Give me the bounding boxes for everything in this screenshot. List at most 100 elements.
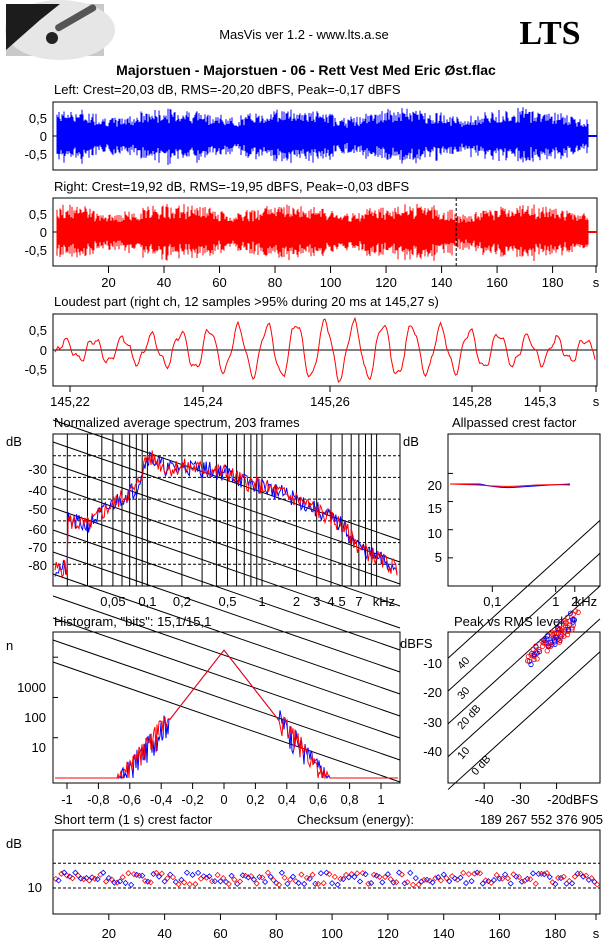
right-xtick-label: 100 (320, 275, 342, 290)
left-panel-title: Left: Crest=20,03 dB, RMS=-20,20 dBFS, P… (54, 82, 401, 97)
crest-short-point (569, 880, 576, 887)
crest-short-point (379, 879, 386, 886)
crest-short-point (259, 874, 266, 881)
peak-rms-point (575, 609, 581, 616)
histogram-xtick-label: 0,4 (278, 792, 296, 807)
crest-short-point (125, 870, 132, 877)
crest-short-point (278, 869, 285, 876)
peak-rms-point (546, 640, 552, 647)
crest-short-point (309, 871, 316, 878)
right-ytick-label: 0,5 (29, 207, 47, 222)
crest-short-point (499, 875, 506, 882)
allpassed-ytick-label: 15 (428, 501, 442, 516)
crest-short-point (516, 873, 523, 881)
crest-short-point (588, 875, 595, 882)
crest-short-point (527, 876, 534, 883)
crest-short-point (128, 881, 135, 888)
crest-short-point (273, 879, 280, 887)
diag-label: 30 (455, 685, 472, 702)
histogram-xtick-label: 0,6 (309, 792, 327, 807)
histogram-xtick-label: -0,6 (119, 792, 141, 807)
peak-rms-point (564, 631, 571, 638)
crest-short-xtick-label: 160 (489, 926, 511, 941)
crest-short-point (387, 876, 394, 883)
crest-short-point (150, 870, 157, 878)
crest-short-point (242, 872, 249, 879)
crest-short-point (471, 870, 478, 877)
right-xtick-label: 140 (431, 275, 453, 290)
crest-short-point (317, 870, 324, 877)
crest-short-point (479, 880, 486, 887)
crest-short-point (502, 871, 509, 878)
right-waveform-trace (56, 204, 589, 261)
crest-short-point (267, 873, 274, 880)
crest-short-point (359, 870, 366, 877)
crest-short-point (192, 881, 199, 888)
peak-rms-ytick-label: -30 (423, 715, 442, 730)
loudest-xtick-label: 145,28 (452, 394, 492, 409)
histogram-ytick-label: 100 (24, 710, 46, 725)
spectrum-ytick-label: -30 (28, 462, 47, 477)
crest-short-point (426, 877, 433, 884)
crest-short-point (507, 880, 514, 887)
checksum-label: Checksum (energy): (297, 812, 414, 827)
spectrum-slope-line (52, 661, 401, 783)
histogram-xtick-label: -1 (61, 792, 73, 807)
crest-short-point (504, 875, 511, 882)
crest-short-point (181, 879, 188, 886)
crest-short-point (52, 875, 59, 882)
histogram-right-trace (55, 649, 398, 780)
crest-short-xtick-label: 20 (102, 926, 116, 941)
peak-rms-point (558, 618, 564, 625)
peak-rms-diagonal (447, 552, 601, 692)
peak-rms-ytick-label: -20 (423, 685, 442, 700)
left-waveform-trace (56, 107, 589, 165)
allpassed-panel-title: Allpassed crest factor (452, 415, 577, 430)
peak-rms-point (558, 628, 565, 634)
crest-short-point (169, 874, 177, 881)
crest-short-point (262, 878, 269, 886)
diag-label: 20 dB (455, 703, 483, 732)
peak-rms-point (528, 652, 534, 658)
peak-rms-point (565, 626, 572, 633)
crest-short-point (55, 877, 62, 884)
crest-short-point (119, 874, 126, 881)
crest-short-point (220, 875, 227, 882)
crest-short-point (582, 872, 590, 879)
crest-short-point (354, 870, 361, 877)
crest-short-point (323, 869, 330, 876)
spectrum-ytick-label: -60 (28, 522, 47, 537)
crest-short-point (393, 879, 400, 886)
histogram-xtick-label: -0,8 (87, 792, 109, 807)
crest-short-xtick-label: 140 (433, 926, 455, 941)
peak-rms-xtick-label: -30 (511, 792, 530, 807)
peak-rms-frame (447, 631, 601, 784)
loudest-ytick-label: -0,5 (25, 362, 47, 377)
histogram-xtick-label: 1 (377, 792, 384, 807)
spectrum-ytick-label: -70 (28, 540, 47, 555)
crest-short-point (114, 879, 121, 886)
spectrum-ytick-label: -50 (28, 502, 47, 517)
header: MasVis ver 1.2 - www.lts.a.se LTS Majors… (5, 0, 581, 78)
crest-short-point (295, 879, 302, 887)
loudest-ytick-label: 0 (40, 343, 47, 358)
peak-rms-point (569, 617, 576, 623)
crest-short-point (365, 880, 372, 887)
crest-short-point (407, 869, 414, 876)
brand-logo: LTS (519, 15, 580, 52)
spectrum-xtick-label: 0,05 (100, 594, 125, 609)
peak-rms-diagonal (447, 520, 601, 659)
histogram-xtick-label: 0,2 (246, 792, 264, 807)
crest-short-xtick-label: 60 (213, 926, 227, 941)
crest-short-point (231, 876, 238, 883)
crest-short-point (490, 877, 498, 884)
loudest-panel-title: Loudest part (right ch, 12 samples >95% … (54, 294, 439, 309)
crest-short-point (75, 872, 82, 879)
crest-short-point (197, 875, 204, 882)
crest-short-point (172, 878, 179, 886)
crest-short-point (398, 871, 405, 878)
crest-short-point (306, 875, 313, 882)
peak-rms-point (536, 648, 543, 655)
crest-short-point (203, 874, 210, 881)
